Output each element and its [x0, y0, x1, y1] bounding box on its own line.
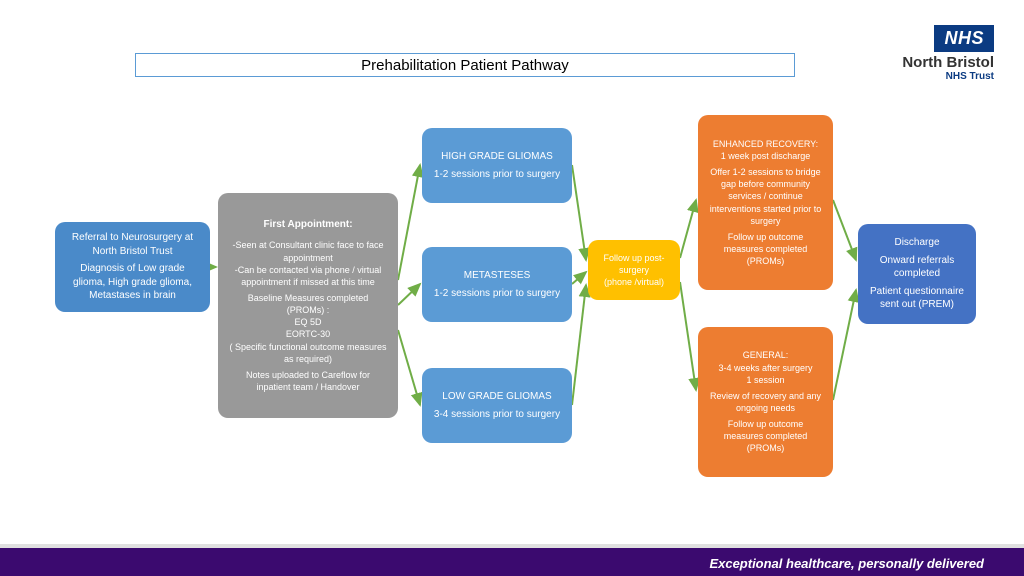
node-low-grade-gliomas: LOW GRADE GLIOMAS 3-4 sessions prior to …	[422, 368, 572, 443]
first-a: -Seen at Consultant clinic face to face …	[228, 239, 388, 263]
first-g: Notes uploaded to Careflow for inpatient…	[228, 369, 388, 393]
met-sub: 1-2 sessions prior to surgery	[434, 287, 560, 301]
enhanced-b: Offer 1-2 sessions to bridge gap before …	[708, 166, 823, 227]
discharge-c: Patient questionnaire sent out (PREM)	[868, 285, 966, 312]
general-c: Review of recovery and any ongoing needs	[708, 390, 823, 414]
node-enhanced-recovery: ENHANCED RECOVERY: 1 week post discharge…	[698, 115, 833, 290]
node-general: GENERAL: 3-4 weeks after surgery 1 sessi…	[698, 327, 833, 477]
first-d: EQ 5D	[294, 316, 321, 328]
node-high-grade-gliomas: HIGH GRADE GLIOMAS 1-2 sessions prior to…	[422, 128, 572, 203]
referral-line2: Diagnosis of Low grade glioma, High grad…	[65, 262, 200, 303]
node-referral: Referral to Neurosurgery at North Bristo…	[55, 222, 210, 312]
discharge-a: Discharge	[894, 236, 939, 250]
logo-line2: NHS Trust	[902, 71, 994, 82]
hgg-sub: 1-2 sessions prior to surgery	[434, 168, 560, 182]
first-e: EORTC-30	[286, 328, 330, 340]
referral-line1: Referral to Neurosurgery at North Bristo…	[65, 231, 200, 258]
node-metasteses: METASTESES 1-2 sessions prior to surgery	[422, 247, 572, 322]
followup-heading: Follow up post-surgery	[598, 252, 670, 276]
logo-line1: North Bristol	[902, 54, 994, 71]
page-title: Prehabilitation Patient Pathway	[135, 53, 795, 77]
lgg-sub: 3-4 sessions prior to surgery	[434, 408, 560, 422]
first-c: Baseline Measures completed (PROMs) :	[228, 292, 388, 316]
general-a: 3-4 weeks after surgery	[718, 362, 812, 374]
footer-bar: Exceptional healthcare, personally deliv…	[0, 548, 1024, 576]
followup-sub: (phone /virtual)	[604, 276, 664, 288]
node-first-appointment: First Appointment: -Seen at Consultant c…	[218, 193, 398, 418]
node-discharge: Discharge Onward referrals completed Pat…	[858, 224, 976, 324]
nhs-logo: NHS North Bristol NHS Trust	[902, 25, 994, 82]
first-b: -Can be contacted via phone / virtual ap…	[228, 264, 388, 288]
enhanced-heading: ENHANCED RECOVERY:	[713, 138, 818, 150]
node-followup: Follow up post-surgery (phone /virtual)	[588, 240, 680, 300]
discharge-b: Onward referrals completed	[868, 254, 966, 281]
enhanced-c: Follow up outcome measures completed (PR…	[708, 231, 823, 267]
first-heading: First Appointment:	[263, 218, 352, 232]
general-d: Follow up outcome measures completed (PR…	[708, 418, 823, 454]
first-f: ( Specific functional outcome measures a…	[228, 341, 388, 365]
general-heading: GENERAL:	[743, 349, 789, 361]
met-heading: METASTESES	[464, 269, 531, 283]
hgg-heading: HIGH GRADE GLIOMAS	[441, 150, 553, 164]
general-b: 1 session	[746, 374, 784, 386]
nhs-box: NHS	[934, 25, 994, 52]
lgg-heading: LOW GRADE GLIOMAS	[442, 390, 551, 404]
enhanced-a: 1 week post discharge	[721, 150, 811, 162]
footer-text: Exceptional healthcare, personally deliv…	[709, 556, 984, 571]
